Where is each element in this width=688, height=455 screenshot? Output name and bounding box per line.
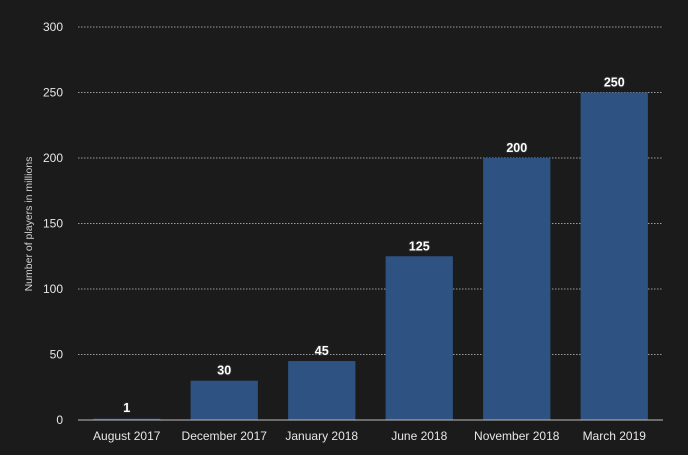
bar <box>190 380 258 420</box>
x-tick-label: January 2018 <box>285 429 358 443</box>
data-label: 125 <box>409 239 430 253</box>
y-tick-label: 300 <box>43 20 63 34</box>
y-axis-label: Number of players in millions <box>23 157 35 292</box>
x-tick-label: November 2018 <box>474 429 560 443</box>
bar <box>385 256 453 420</box>
data-label: 1 <box>123 401 130 415</box>
y-tick-label: 200 <box>43 151 63 165</box>
grid-lines <box>78 26 663 355</box>
y-tick-label: 250 <box>43 86 63 100</box>
x-tick-label: August 2017 <box>93 429 161 443</box>
y-tick-label: 100 <box>43 282 63 296</box>
data-labels: 1 30 45 125 200 250 <box>122 75 625 417</box>
x-tick-label: December 2017 <box>182 429 268 443</box>
data-label: 45 <box>315 344 329 358</box>
y-axis-ticks: 0 50 100 150 200 250 300 <box>43 20 63 427</box>
bar <box>483 158 551 420</box>
x-tick-label: June 2018 <box>391 429 447 443</box>
bar <box>93 418 161 420</box>
y-tick-label: 0 <box>56 413 63 427</box>
y-tick-label: 50 <box>50 348 64 362</box>
data-label: 200 <box>506 141 527 155</box>
y-tick-label: 150 <box>43 217 63 231</box>
data-label: 30 <box>217 364 231 378</box>
bar <box>580 92 648 420</box>
data-label: 250 <box>604 76 625 90</box>
x-axis-ticks: August 2017 December 2017 January 2018 June… <box>93 429 646 443</box>
x-tick-label: March 2019 <box>583 429 647 443</box>
bars <box>93 92 648 420</box>
bar <box>288 361 356 420</box>
